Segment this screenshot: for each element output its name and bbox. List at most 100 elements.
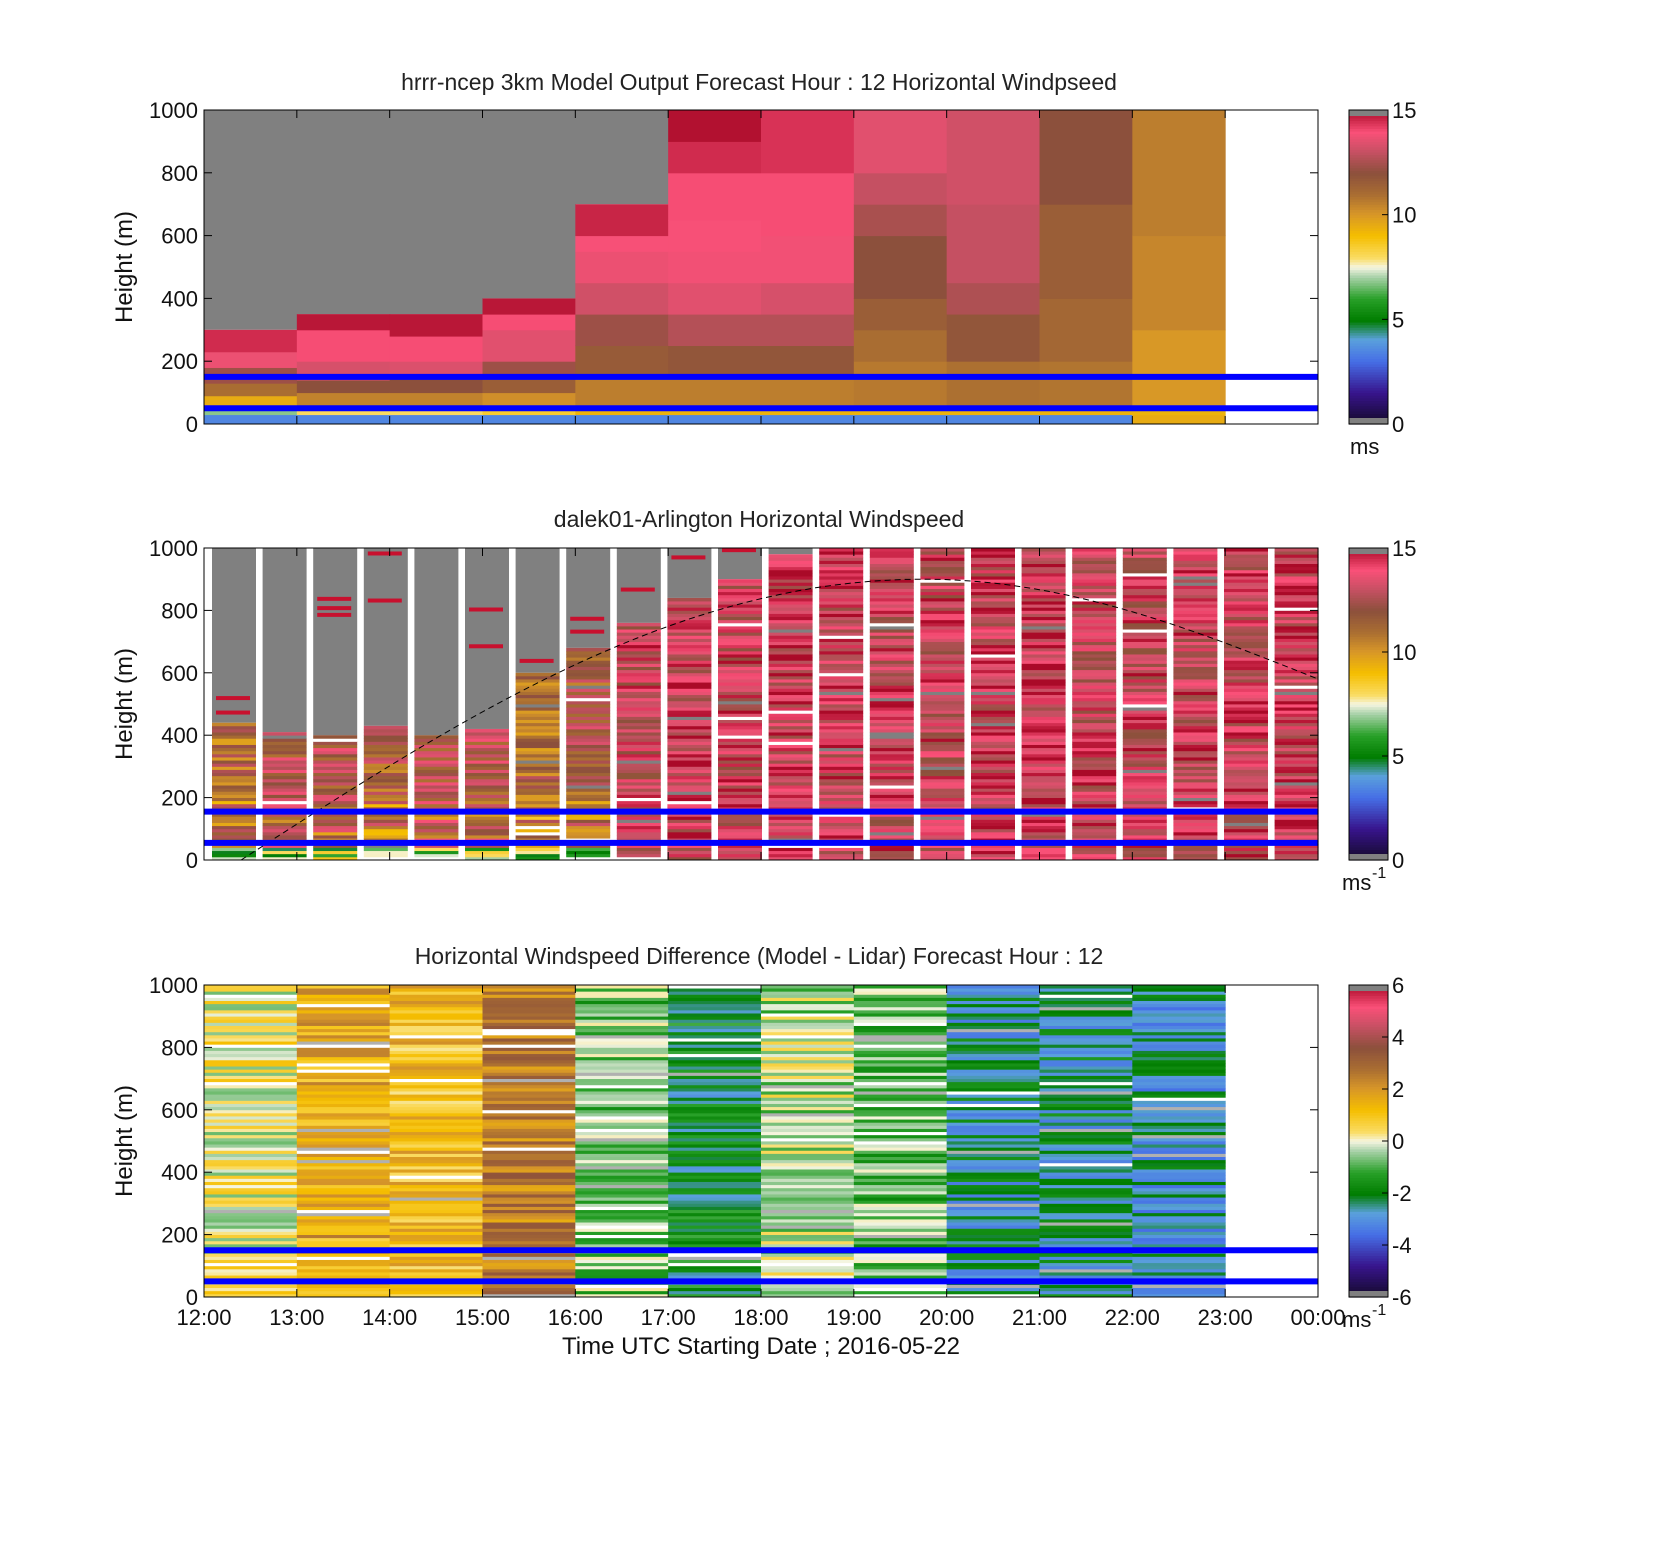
heat-cell [204,1075,298,1079]
heat-cell [1021,831,1066,836]
heat-cell [1132,1025,1226,1030]
heat-cell [853,1165,948,1170]
heat-cell [204,1206,298,1211]
heat-cell [761,314,855,346]
heat-cell [204,1122,298,1126]
colorbar-swatch [1349,1070,1388,1074]
heat-cell [718,638,762,642]
heat-cell [761,1265,855,1270]
heat-cell [1274,772,1319,777]
heat-cell [1132,1031,1226,1036]
heat-cell [575,1006,669,1011]
heat-cell [1122,557,1167,561]
colorbar-swatch [1349,574,1388,578]
heat-cell [1274,813,1319,817]
heat-cell [313,741,358,745]
colorbar-swatch [1349,709,1388,713]
heat-cell [869,644,914,649]
heat-cell [761,376,855,406]
colorbar-swatch [1349,1083,1388,1087]
heat-cell [616,782,661,786]
heat-cell [616,694,661,699]
heat-cell [761,1119,855,1123]
heat-cell [853,1103,948,1108]
heat-cell [1021,591,1066,596]
heat-cell [667,663,712,667]
heat-cell [204,1003,298,1008]
heat-cell [869,663,914,667]
colorbar-swatch [1349,374,1388,378]
heat-cell [575,1290,669,1295]
heat-cell [869,694,914,699]
colorbar-swatch [1349,823,1388,827]
heat-cell [920,753,965,758]
heat-cell [389,1178,483,1182]
heat-cell [1224,685,1268,689]
heat-cell [668,1200,762,1204]
heat-cell [389,1063,483,1067]
heat-cell [1039,1256,1133,1260]
heat-cell [204,329,298,353]
heat-cell [1021,560,1066,564]
heat-cell [667,638,712,642]
heat-cell [1224,657,1268,661]
heat-cell [1173,647,1218,652]
heat-cell [668,1222,762,1226]
heat-cell [869,597,914,602]
x-tick-label: 19:00 [826,1305,881,1330]
heat-cell [482,1234,576,1239]
colorbar-swatch [1349,1107,1388,1111]
colorbar-swatch [1349,1159,1388,1163]
heat-cell [389,1116,483,1120]
heat-cell [1122,566,1167,571]
heat-cell [869,835,914,839]
heat-cell [668,1137,762,1142]
heat-cell [389,1025,483,1030]
heat-cell [482,1047,576,1051]
heat-cell [482,1203,576,1207]
panel-title: dalek01-Arlington Horizontal Windspeed [554,506,964,532]
heat-cell [819,697,864,702]
heat-cell [1021,710,1066,714]
heat-cell [616,682,661,686]
heat-cell [620,587,655,592]
heat-cell [1274,610,1319,614]
heat-cell [575,1134,669,1139]
heat-cell [1132,110,1226,237]
heat-cell [920,707,965,711]
heat-cell [1122,763,1167,767]
heat-cell [482,1194,576,1198]
heat-cell [575,1144,669,1148]
heat-cell [566,722,611,727]
heat-cell [667,657,712,661]
heat-cell [819,707,864,711]
colorbar-swatch [1349,652,1388,656]
colorbar-cap [1349,854,1388,860]
heat-cell [1021,766,1066,770]
colorbar-swatch [1349,416,1388,420]
heat-cell [1122,819,1167,823]
heat-cell [363,782,408,786]
heat-cell [1039,1187,1133,1192]
colorbar-swatch [1349,821,1388,825]
heat-cell [482,1003,576,1008]
heat-cell [1122,635,1167,639]
heat-cell [768,613,813,618]
heat-cell [1274,632,1319,636]
heat-cell [971,576,1015,580]
heat-cell [853,1050,948,1055]
heat-cell [389,1162,483,1167]
heat-cell [1274,722,1319,727]
heat-cell [566,803,611,808]
colorbar-swatch [1349,774,1388,778]
heat-cell [1072,619,1117,624]
heat-cell [1039,1240,1133,1245]
heat-cell [1173,822,1218,827]
heat-cell [465,763,509,767]
heat-cell [1274,719,1319,724]
heat-cell [971,597,1015,602]
heat-cell [204,1006,298,1011]
colorbar-swatch [1349,154,1388,158]
heat-cell [761,1237,855,1242]
